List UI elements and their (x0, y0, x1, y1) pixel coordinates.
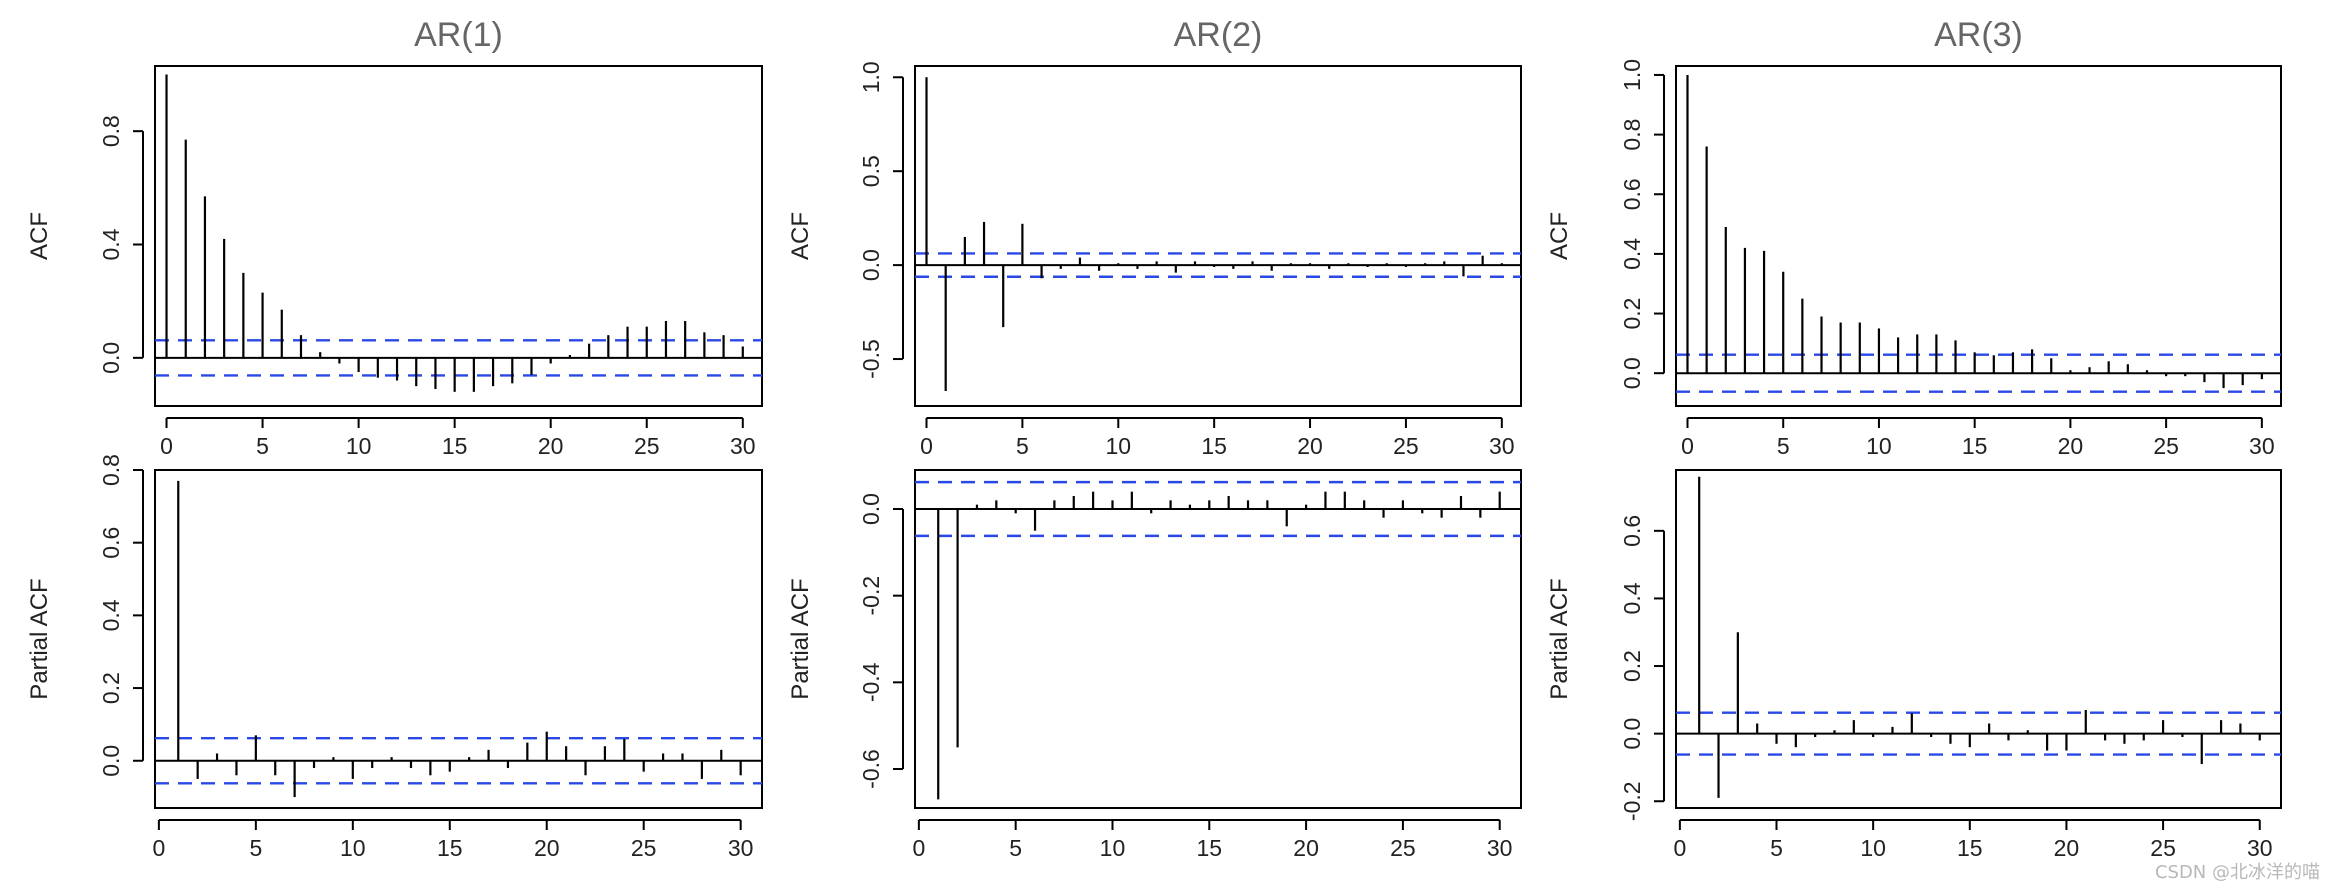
pacf-ar1-y-axis-title: Partial ACF (26, 578, 53, 699)
acf-ar3-panel: 0 5 10 15 20 25 30 0.0 0.2 0.4 0.6 0.8 1.0 ACF AR(3) (1546, 16, 2282, 459)
acf-ar2-plot-frame (914, 65, 1522, 407)
acf-ar3-title: AR(3) (1934, 16, 2023, 54)
pacf-ar3-y-tick-label: 0.6 (1619, 515, 1645, 547)
acf-ar1-title: AR(1) (414, 16, 503, 54)
pacf-ar1-x-tick-label: 25 (631, 835, 657, 861)
acf-ar2-x-tick-label: 25 (1393, 433, 1419, 459)
pacf-ar1-x-tick-label: 20 (534, 835, 560, 861)
acf-ar1-plot-frame (154, 65, 763, 407)
pacf-ar3-x-tick-label: 0 (1673, 835, 1686, 861)
pacf-ar1-x-tick-label: 0 (152, 835, 165, 861)
acf-ar3-y-tick-label: 0.4 (1619, 238, 1645, 270)
acf-ar3-y-axis-title: ACF (1546, 212, 1573, 260)
acf-ar3-x-tick-label: 15 (1962, 433, 1988, 459)
acf-ar2-x-tick-label: 10 (1105, 433, 1131, 459)
acf-ar3-x-tick-label: 30 (2249, 433, 2275, 459)
acf-ar1-y-tick-label: 0.8 (98, 115, 124, 147)
acf-ar2-y-axis-title: ACF (787, 212, 814, 260)
acf-ar3-x-tick-label: 25 (2153, 433, 2179, 459)
pacf-ar2-y-tick-label: -0.6 (858, 749, 884, 789)
pacf-ar3-x-tick-label: 30 (2247, 835, 2273, 861)
pacf-ar1-y-tick-label: 0.4 (98, 599, 124, 631)
pacf-ar1-x-tick-label: 30 (728, 835, 754, 861)
pacf-ar1-y-tick-label: 0.8 (98, 454, 124, 486)
acf-ar2-title: AR(2) (1174, 16, 1263, 54)
pacf-ar2-y-tick-label: 0.0 (858, 493, 884, 525)
acf-ar2-y-tick-label: -0.5 (858, 339, 884, 379)
pacf-ar1-x-tick-label: 10 (340, 835, 366, 861)
acf-ar3-plot-frame (1675, 65, 2282, 407)
acf-ar1-y-tick-label: 0.0 (98, 342, 124, 374)
acf-ar1-x-tick-label: 25 (634, 433, 660, 459)
acf-ar1-panel: 0 5 10 15 20 25 30 0.0 0.4 0.8 ACF AR(1) (26, 16, 763, 459)
acf-ar2-x-tick-label: 30 (1489, 433, 1515, 459)
pacf-ar3-y-tick-label: 0.2 (1619, 650, 1645, 682)
pacf-ar3-x-tick-label: 10 (1860, 835, 1886, 861)
acf-ar1-x-tick-label: 20 (538, 433, 564, 459)
pacf-ar3-y-axis-title: Partial ACF (1546, 578, 1573, 699)
acf-ar2-x-tick-label: 0 (920, 433, 933, 459)
acf-ar3-y-tick-label: 0.2 (1619, 298, 1645, 330)
pacf-ar3-panel: 0 5 10 15 20 25 30 -0.2 0.0 0.2 0.4 0.6 Partial ACF (1546, 469, 2282, 861)
pacf-ar3-x-tick-label: 25 (2150, 835, 2176, 861)
pacf-ar3-x-tick-label: 15 (1957, 835, 1983, 861)
acf-ar1-y-tick-label: 0.4 (98, 228, 124, 260)
pacf-ar1-panel: 0 5 10 15 20 25 30 0.0 0.2 0.4 0.6 0.8 Partial ACF (26, 454, 763, 861)
acf-ar2-y-tick-label: 1.0 (858, 61, 884, 93)
pacf-ar1-x-tick-label: 5 (249, 835, 262, 861)
acf-ar3-y-tick-label: 1.0 (1619, 59, 1645, 91)
pacf-ar2-y-tick-label: -0.4 (858, 662, 884, 702)
acf-ar2-y-tick-label: 0.0 (858, 249, 884, 281)
pacf-ar2-y-tick-label: -0.2 (858, 576, 884, 616)
acf-ar3-x-tick-label: 5 (1777, 433, 1790, 459)
acf-ar1-x-tick-label: 0 (160, 433, 173, 459)
acf-ar3-x-tick-label: 10 (1866, 433, 1892, 459)
acf-ar2-y-tick-label: 0.5 (858, 155, 884, 187)
acf-ar1-x-tick-label: 15 (442, 433, 468, 459)
acf-ar3-x-tick-label: 20 (2058, 433, 2084, 459)
pacf-ar2-x-tick-label: 0 (912, 835, 925, 861)
acf-ar2-x-tick-label: 5 (1016, 433, 1029, 459)
pacf-ar3-plot-frame (1675, 469, 2282, 809)
pacf-ar3-x-tick-label: 20 (2054, 835, 2080, 861)
acf-ar1-x-tick-label: 5 (256, 433, 269, 459)
watermark-text: CSDN @北冰洋的喵 (2154, 862, 2320, 883)
pacf-ar1-y-tick-label: 0.0 (98, 745, 124, 777)
pacf-ar2-panel: 0 5 10 15 20 25 30 -0.6 -0.4 -0.2 0.0 Partial ACF (787, 469, 1522, 861)
pacf-ar2-plot-frame (914, 469, 1522, 809)
pacf-ar2-x-tick-label: 30 (1487, 835, 1513, 861)
pacf-ar2-y-axis-title: Partial ACF (787, 578, 814, 699)
pacf-ar2-x-tick-label: 5 (1009, 835, 1022, 861)
pacf-ar3-y-tick-label: 0.0 (1619, 718, 1645, 750)
acf-ar2-panel: 0 5 10 15 20 25 30 -0.5 0.0 0.5 1.0 ACF AR(2) (787, 16, 1522, 459)
pacf-ar1-x-tick-label: 15 (437, 835, 463, 861)
acf-ar3-x-tick-label: 0 (1681, 433, 1694, 459)
acf-ar3-y-tick-label: 0.0 (1619, 357, 1645, 389)
acf-ar1-x-tick-label: 10 (346, 433, 372, 459)
pacf-ar2-x-tick-label: 20 (1293, 835, 1319, 861)
acf-ar3-y-tick-label: 0.6 (1619, 178, 1645, 210)
pacf-ar1-y-tick-label: 0.6 (98, 527, 124, 559)
pacf-ar2-x-tick-label: 25 (1390, 835, 1416, 861)
pacf-ar2-x-tick-label: 15 (1196, 835, 1222, 861)
pacf-ar3-y-tick-label: 0.4 (1619, 582, 1645, 614)
pacf-ar2-x-tick-label: 10 (1100, 835, 1126, 861)
acf-ar2-x-tick-label: 20 (1297, 433, 1323, 459)
acf-ar3-y-tick-label: 0.8 (1619, 119, 1645, 151)
pacf-ar1-plot-frame (154, 469, 763, 809)
acf-ar2-x-tick-label: 15 (1201, 433, 1227, 459)
acf-ar1-x-tick-label: 30 (730, 433, 756, 459)
pacf-ar1-y-tick-label: 0.2 (98, 672, 124, 704)
acf-ar1-y-axis-title: ACF (26, 212, 53, 260)
pacf-ar3-y-tick-label: -0.2 (1619, 781, 1645, 821)
pacf-ar3-x-tick-label: 5 (1770, 835, 1783, 861)
